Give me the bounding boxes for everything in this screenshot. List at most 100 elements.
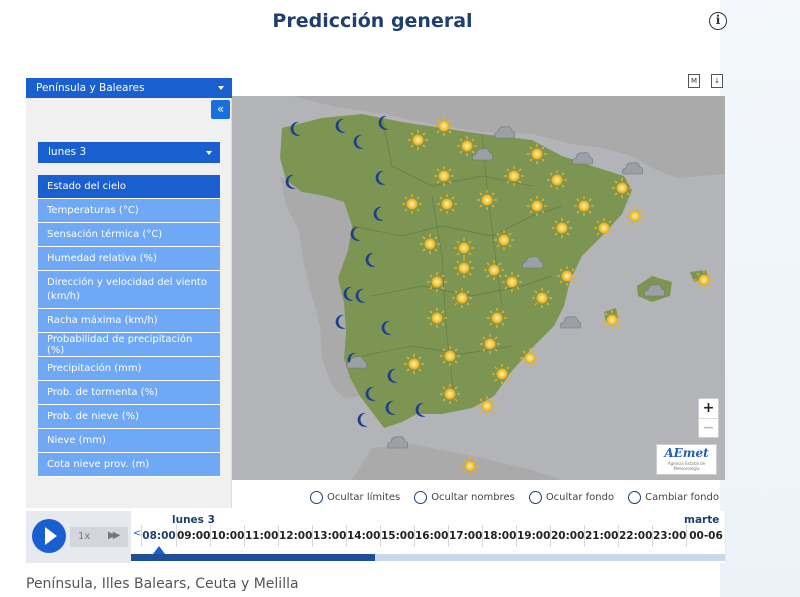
sun-icon bbox=[531, 287, 553, 309]
map-view-icon[interactable]: M bbox=[688, 74, 700, 88]
option-cambiar-fondo[interactable]: Cambiar fondo bbox=[628, 489, 719, 505]
hour-slot[interactable]: 15:00 bbox=[380, 525, 414, 547]
play-icon bbox=[45, 527, 57, 545]
menu-item-racha-maxima[interactable]: Racha máxima (km/h) bbox=[38, 309, 220, 333]
sun-icon bbox=[693, 269, 715, 291]
logo-subtitle: Agencia Estatal de Meteorología bbox=[667, 461, 706, 471]
hour-slot[interactable]: 14:00 bbox=[346, 525, 380, 547]
hour-slot[interactable]: 19:00 bbox=[516, 525, 550, 547]
option-ocultar-limites[interactable]: Ocultar límites bbox=[310, 489, 400, 505]
speed-control[interactable]: 1x bbox=[70, 527, 128, 547]
menu-item-sensacion-termica[interactable]: Sensación térmica (°C) bbox=[38, 223, 220, 247]
checkbox[interactable] bbox=[414, 490, 428, 504]
option-ocultar-fondo[interactable]: Ocultar fondo bbox=[528, 489, 614, 505]
hour-slot[interactable]: 11:00 bbox=[244, 525, 278, 547]
option-label: Cambiar fondo bbox=[645, 491, 719, 503]
menu-item-precipitacion[interactable]: Precipitación (mm) bbox=[38, 357, 220, 381]
download-icon[interactable]: ↓ bbox=[711, 74, 723, 88]
collapse-sidebar-button[interactable]: « bbox=[211, 100, 230, 119]
zoom-control: + − bbox=[698, 398, 719, 438]
hour-slot[interactable]: 22:00 bbox=[618, 525, 652, 547]
zoom-out-button[interactable]: − bbox=[699, 418, 718, 437]
checkbox[interactable] bbox=[310, 490, 323, 504]
sun-icon bbox=[493, 229, 515, 251]
chevron-down-icon bbox=[206, 151, 212, 155]
menu-item-prob-precipitacion[interactable]: Probabilidad de precipitación (%) bbox=[38, 333, 220, 357]
checkbox[interactable] bbox=[628, 490, 642, 504]
hour-slot[interactable]: 18:00 bbox=[482, 525, 516, 547]
sun-icon bbox=[453, 257, 475, 279]
hour-slot[interactable]: 16:00 bbox=[414, 525, 448, 547]
chevron-down-icon bbox=[218, 86, 224, 90]
sun-icon bbox=[401, 193, 423, 215]
sun-icon bbox=[593, 217, 615, 239]
sun-icon bbox=[476, 395, 498, 417]
sun-icon bbox=[479, 333, 501, 355]
menu-item-prob-tormenta[interactable]: Prob. de tormenta (%) bbox=[38, 381, 220, 405]
sun-icon bbox=[439, 383, 461, 405]
timeline-next-day-label: marte bbox=[684, 514, 720, 526]
hour-slot[interactable]: 10:00 bbox=[210, 525, 244, 547]
hour-slot[interactable]: 17:00 bbox=[448, 525, 482, 547]
hour-slot[interactable]: 21:00 bbox=[584, 525, 618, 547]
sun-icon bbox=[556, 265, 578, 287]
current-hour-marker bbox=[153, 546, 165, 554]
option-ocultar-nombres[interactable]: Ocultar nombres bbox=[414, 489, 515, 505]
option-label: Ocultar límites bbox=[327, 491, 401, 503]
sun-icon bbox=[451, 287, 473, 309]
day-select[interactable]: lunes 3 bbox=[38, 142, 220, 163]
hour-slot[interactable]: 20:00 bbox=[550, 525, 584, 547]
info-icon[interactable]: i bbox=[709, 12, 727, 30]
sun-icon bbox=[436, 193, 458, 215]
menu-item-temperaturas[interactable]: Temperaturas (°C) bbox=[38, 199, 220, 223]
menu-item-nieve[interactable]: Nieve (mm) bbox=[38, 429, 220, 453]
sun-icon bbox=[426, 307, 448, 329]
sun-icon bbox=[486, 307, 508, 329]
sun-icon bbox=[551, 217, 573, 239]
land-outside-spain bbox=[232, 96, 725, 178]
menu-item-estado-cielo[interactable]: Estado del cielo bbox=[38, 175, 220, 199]
sun-icon bbox=[503, 165, 525, 187]
menu-item-humedad-relativa[interactable]: Humedad relativa (%) bbox=[38, 247, 220, 271]
timeline-day-label: lunes 3 bbox=[172, 514, 215, 526]
north-africa bbox=[352, 444, 562, 480]
timeline-track[interactable] bbox=[131, 554, 725, 561]
hour-slot[interactable]: 08:00 bbox=[141, 525, 176, 547]
sun-icon bbox=[573, 195, 595, 217]
sun-icon bbox=[611, 177, 633, 199]
sun-icon bbox=[419, 233, 441, 255]
speed-value: 1x bbox=[78, 531, 91, 542]
sun-icon bbox=[483, 259, 505, 281]
menu-item-cota-nieve[interactable]: Cota nieve prov. (m) bbox=[38, 453, 220, 477]
variable-menu: Estado del cielo Temperaturas (°C) Sensa… bbox=[38, 175, 220, 477]
hour-slot[interactable]: 12:00 bbox=[278, 525, 312, 547]
sun-icon bbox=[439, 345, 461, 367]
timeline-prev-arrow[interactable]: < bbox=[133, 528, 142, 539]
sun-icon bbox=[456, 135, 478, 157]
map-canvas bbox=[232, 96, 725, 480]
page-title: Predicción general bbox=[272, 10, 473, 32]
fast-forward-icon[interactable]: ▶▶ bbox=[108, 530, 121, 541]
background-decoration bbox=[720, 0, 800, 597]
day-select-value: lunes 3 bbox=[48, 146, 87, 158]
hour-slot[interactable]: 23:00 bbox=[652, 525, 686, 547]
hour-slot[interactable]: 00-06 bbox=[686, 525, 725, 547]
option-label: Ocultar nombres bbox=[431, 491, 515, 503]
sun-icon bbox=[476, 189, 498, 211]
region-select-value: Península y Baleares bbox=[36, 82, 145, 94]
hour-slot[interactable]: 13:00 bbox=[312, 525, 346, 547]
weather-map[interactable] bbox=[232, 96, 725, 480]
menu-item-prob-nieve[interactable]: Prob. de nieve (%) bbox=[38, 405, 220, 429]
region-select[interactable]: Península y Baleares bbox=[26, 78, 232, 98]
sun-icon bbox=[403, 353, 425, 375]
menu-item-viento[interactable]: Dirección y velocidad del viento (km/h) bbox=[38, 271, 220, 309]
zoom-in-button[interactable]: + bbox=[702, 400, 715, 416]
logo-name: AEmet bbox=[664, 446, 709, 460]
checkbox[interactable] bbox=[528, 490, 542, 504]
sun-icon bbox=[526, 143, 548, 165]
sun-icon bbox=[624, 205, 646, 227]
sun-icon bbox=[491, 363, 513, 385]
hour-slot[interactable]: 09:00 bbox=[176, 525, 210, 547]
sun-icon bbox=[433, 115, 455, 137]
sun-icon bbox=[426, 271, 448, 293]
